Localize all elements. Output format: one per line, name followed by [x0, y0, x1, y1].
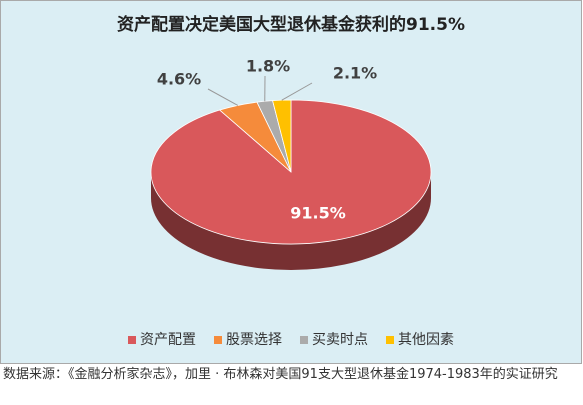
- legend-swatch: [214, 336, 222, 344]
- data-label: 1.8%: [246, 57, 290, 76]
- legend-swatch: [300, 336, 308, 344]
- data-label: 91.5%: [290, 204, 346, 223]
- legend-label: 股票选择: [226, 332, 282, 348]
- pie-side: [151, 172, 431, 270]
- pie-slice: [272, 99, 292, 173]
- data-label: 4.6%: [157, 70, 201, 89]
- legend-label: 买卖时点: [312, 332, 368, 348]
- legend-label: 其他因素: [398, 332, 454, 348]
- data-label: 2.1%: [333, 64, 377, 83]
- chart: 资产配置决定美国大型退休基金获利的91.5% 91.5% 4.6% 1.8% 2.1%…: [0, 0, 582, 364]
- legend-label: 资产配置: [140, 332, 196, 348]
- leader-line: [281, 82, 313, 101]
- chart-title: 资产配置决定美国大型退休基金获利的91.5%: [117, 14, 465, 35]
- source-note: 数据来源：《金融分析家杂志》，加里 · 布林森对美国91支大型退休基金1974-…: [3, 367, 558, 382]
- legend-swatch: [386, 336, 394, 344]
- legend-swatch: [128, 336, 136, 344]
- leader-line: [207, 88, 239, 106]
